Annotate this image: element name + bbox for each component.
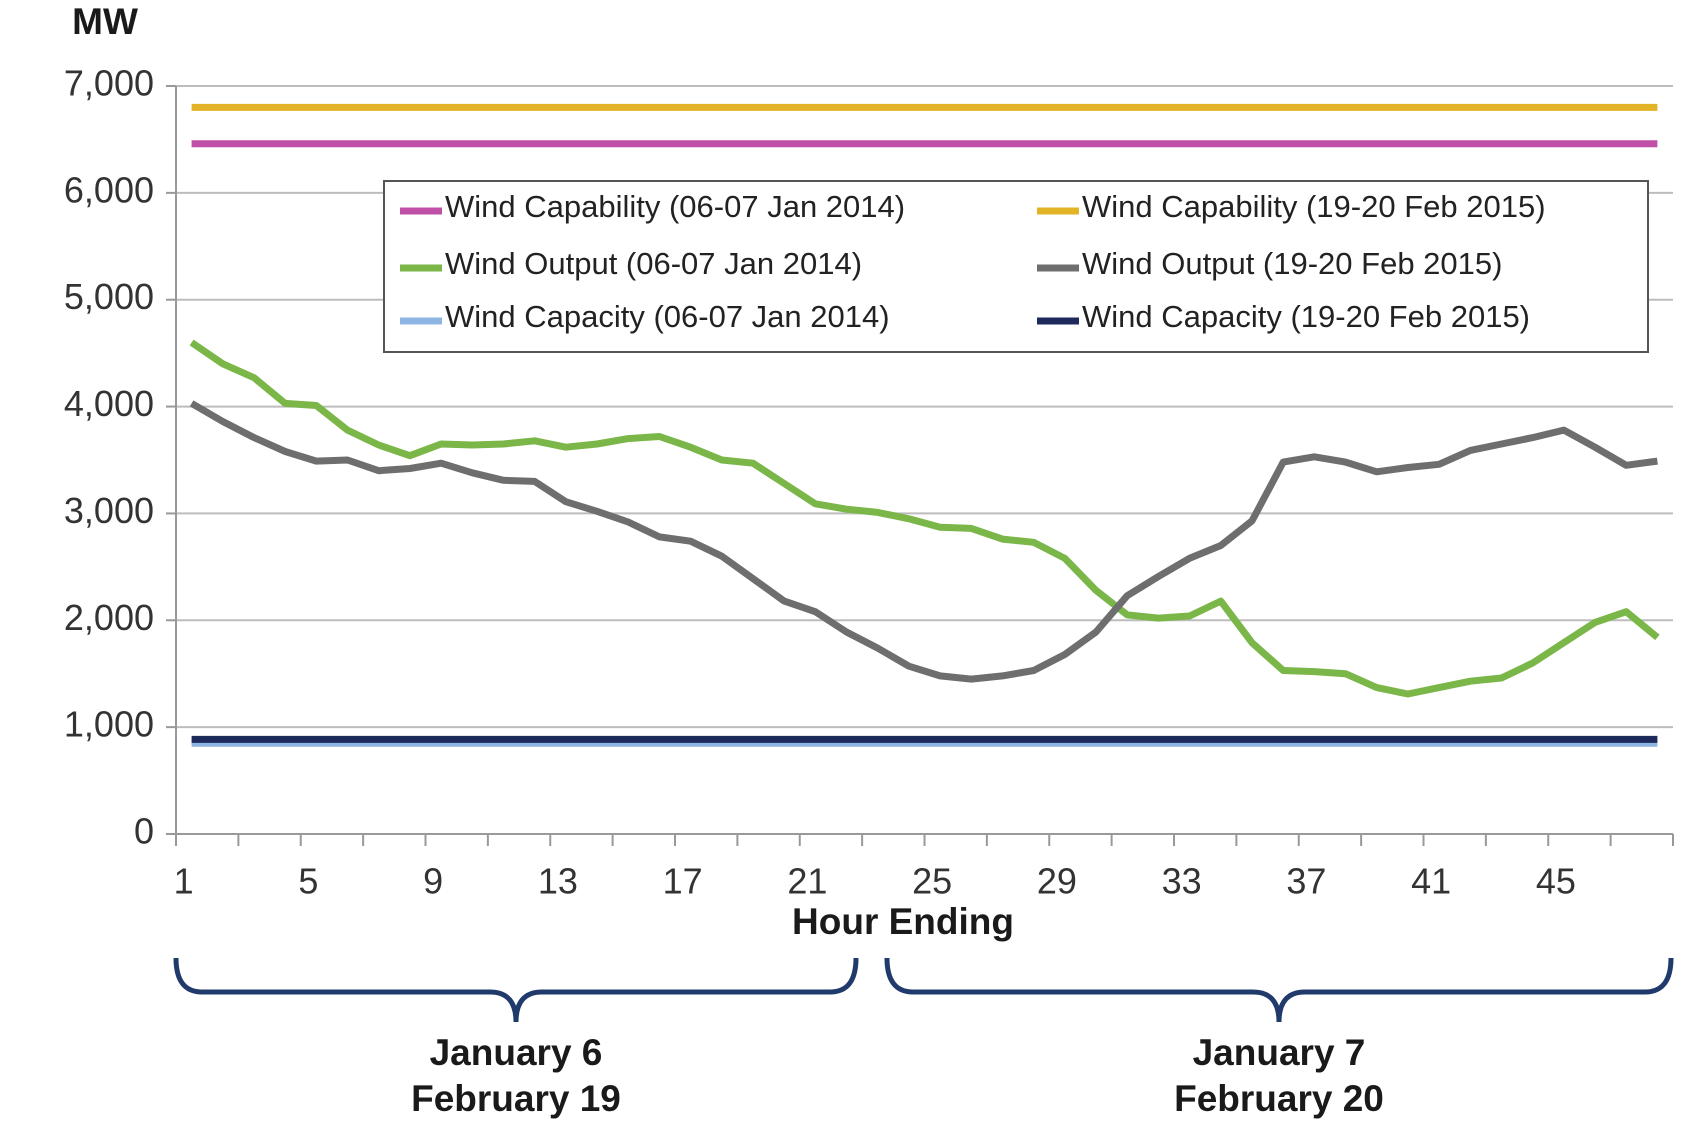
x-tick-label: 41 [1411,861,1451,902]
x-axis-label: Hour Ending [792,901,1014,942]
x-tick-label: 5 [298,861,318,902]
y-tick-label: 4,000 [64,383,154,424]
legend-label: Wind Capability (19-20 Feb 2015) [1082,189,1546,224]
x-tick-label: 21 [787,861,827,902]
y-tick-label: 7,000 [64,63,154,104]
annotation: February 19 [411,1078,621,1119]
y-tick-label: 2,000 [64,597,154,638]
y-tick-label: 3,000 [64,490,154,531]
legend-label: Wind Capacity (19-20 Feb 2015) [1082,299,1530,334]
series-line [189,400,1658,683]
x-tick-label: 1 [174,861,194,902]
legend-box [383,180,1649,353]
annotation: January 7 [1193,1032,1366,1073]
legend-label: Wind Capacity (06-07 Jan 2014) [445,299,890,334]
x-tick-label: 17 [663,861,703,902]
annotation: February 20 [1174,1078,1384,1119]
x-tick-label: 9 [423,861,443,902]
x-tick-label: 13 [538,861,578,902]
x-tick-label: 33 [1162,861,1202,902]
legend-label: Wind Capability (06-07 Jan 2014) [445,189,905,224]
x-tick-label: 29 [1037,861,1077,902]
y-tick-label: 6,000 [64,169,154,210]
y-tick-label: 1,000 [64,704,154,745]
x-tick-label: 25 [912,861,952,902]
bracket [884,957,1674,1023]
series-line [189,339,1660,698]
annotation: January 6 [430,1032,603,1073]
y-tick-label: 5,000 [64,276,154,317]
legend-label: Wind Output (06-07 Jan 2014) [445,246,862,281]
x-tick-label: 37 [1286,861,1326,902]
x-tick-label: 45 [1536,861,1576,902]
y-tick-label: 0 [134,811,154,852]
bracket [173,957,859,1023]
legend-label: Wind Output (19-20 Feb 2015) [1082,246,1502,281]
y-axis-label: MW [72,1,138,42]
